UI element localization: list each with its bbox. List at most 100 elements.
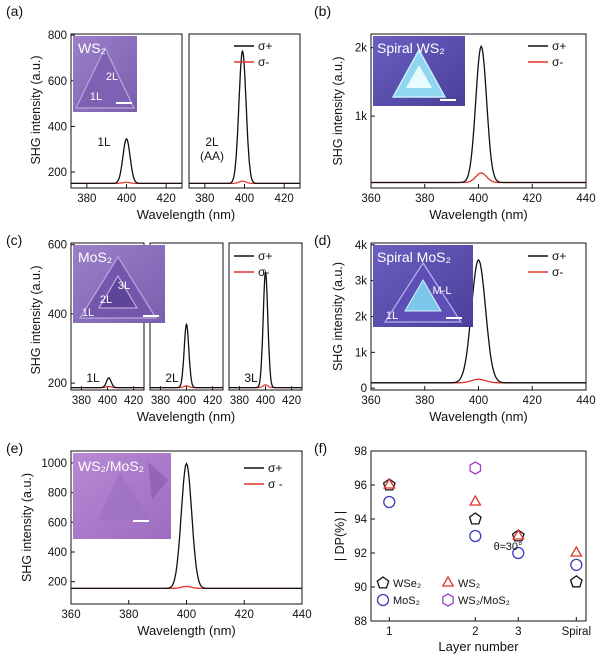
- heterostructure-flake: [98, 472, 150, 520]
- y-tick-label: 4k: [355, 240, 367, 252]
- legend-label: σ+: [258, 39, 272, 53]
- x-tick-label: 2: [472, 626, 478, 638]
- legend-label: WS₂: [458, 578, 480, 590]
- legend-label: MoS₂: [393, 595, 420, 607]
- legend-label: σ+: [552, 249, 566, 263]
- x-tick-label: 420: [523, 193, 542, 205]
- plot-frame: [188, 33, 301, 189]
- data-point-triangle: [569, 545, 583, 557]
- legend-marker: [376, 576, 390, 589]
- y-axis-label: SHG intensity (a.u.): [29, 55, 43, 164]
- x-tick-label: 380: [151, 395, 170, 407]
- inset-title: Spiral WS₂: [377, 40, 445, 56]
- x-tick-label: 380: [119, 609, 138, 621]
- panel-c: (c) SHG intensity (a.u.) 380 400 420 1L 380 400…: [6, 232, 303, 424]
- panel-label: (d): [314, 232, 331, 248]
- series-line-sigma-plus: [371, 44, 586, 184]
- panel-label: (e): [6, 440, 23, 456]
- data-point-triangle: [468, 494, 482, 506]
- series-line-sigma-plus: [229, 270, 302, 389]
- y-tick-label: 400: [48, 121, 67, 133]
- data-point-pentagon: [468, 512, 482, 525]
- y-tick-label: 1000: [41, 458, 67, 470]
- panel-label: (f): [314, 440, 327, 456]
- panel-b: (b) 360 380 400 420 440 1k 2k SHG intensity (a.u…: [314, 3, 596, 222]
- panel-label: (b): [314, 3, 331, 19]
- y-tick-label: 200: [48, 167, 67, 179]
- x-tick-label: 380: [195, 193, 214, 205]
- x-tick-label: 440: [576, 395, 595, 407]
- x-tick-label: 360: [361, 395, 380, 407]
- peak-label: 1L: [86, 371, 100, 385]
- x-tick-label: 400: [235, 193, 254, 205]
- y-tick-label: 3k: [355, 276, 367, 288]
- y-tick-label: 1k: [355, 111, 367, 123]
- inset-title: WS₂/MoS₂: [78, 458, 144, 474]
- x-tick-label: 400: [98, 395, 117, 407]
- x-axis-label: Wavelength (nm): [429, 409, 528, 424]
- x-tick-label: 440: [576, 193, 595, 205]
- legend-marker: [441, 575, 455, 587]
- x-tick-label: 1: [386, 626, 392, 638]
- data-point-hexagon: [469, 461, 482, 475]
- data-point-pentagon: [569, 575, 583, 588]
- legend-marker: [442, 593, 454, 607]
- y-tick-label: 92: [354, 548, 367, 560]
- inset-title: MoS₂: [78, 249, 112, 265]
- x-tick-label: 420: [523, 395, 542, 407]
- inset-label: 3L: [118, 280, 130, 292]
- data-point-pentagon: [511, 529, 525, 542]
- peak-label: (AA): [200, 149, 224, 163]
- crystal-center: [404, 279, 442, 312]
- x-tick-label: 420: [235, 609, 254, 621]
- series-line-sigma-plus: [71, 377, 144, 389]
- panel-label: (c): [6, 232, 22, 248]
- series-line-sigma-plus: [71, 462, 302, 590]
- y-tick-label: 200: [48, 577, 67, 589]
- y-tick-label: 600: [48, 517, 67, 529]
- inset-label: 1L: [386, 310, 398, 322]
- data-point-circle: [469, 529, 482, 543]
- legend-label: σ+: [258, 249, 272, 263]
- x-tick-label: 420: [203, 395, 222, 407]
- y-tick-label: 400: [48, 309, 67, 321]
- x-axis-label: Wavelength (nm): [137, 623, 236, 638]
- heterostructure-flake: [148, 462, 168, 500]
- x-tick-label: Spiral: [562, 626, 591, 638]
- series-line-sigma-plus: [150, 323, 223, 389]
- data-point-pentagon: [382, 478, 396, 491]
- inset-label: 1L: [82, 307, 94, 319]
- inset-label: 2L: [100, 294, 112, 306]
- x-tick-label: 420: [124, 395, 143, 407]
- y-tick-label: 2k: [355, 43, 367, 55]
- y-tick-label: 200: [48, 378, 67, 390]
- inset-label: 2L: [106, 71, 118, 83]
- peak-label: 1L: [97, 135, 111, 149]
- y-tick-label: 600: [48, 76, 67, 88]
- x-tick-label: 400: [256, 395, 275, 407]
- crystal-inner: [98, 275, 138, 309]
- legend-label: σ+: [268, 461, 282, 475]
- series-line-sigma-plus: [71, 138, 182, 185]
- legend-marker: [376, 593, 390, 607]
- y-tick-label: 94: [354, 514, 367, 526]
- y-axis-label: SHG intensity (a.u.): [29, 265, 43, 374]
- y-tick-label: 0: [361, 383, 367, 395]
- x-axis-label: Wavelength (nm): [429, 207, 528, 222]
- peak-label: 2L: [165, 371, 179, 385]
- x-tick-label: 360: [61, 609, 80, 621]
- y-axis-label: | DP(%) |: [333, 511, 347, 561]
- y-tick-label: 2k: [355, 312, 367, 324]
- x-tick-label: 380: [415, 193, 434, 205]
- data-point-triangle: [511, 528, 525, 540]
- x-tick-label: 400: [177, 395, 196, 407]
- y-axis-label: SHG intensity (a.u.): [331, 56, 345, 165]
- inset-title: Spiral MoS₂: [377, 249, 451, 265]
- x-tick-label: 400: [177, 609, 196, 621]
- y-tick-label: 600: [48, 240, 67, 252]
- legend-label: WSe₂: [393, 578, 421, 590]
- panel-d: (d) 360 380 400 420 440 0 1k 2k 3k 4k SHG intensity…: [314, 232, 596, 424]
- panel-label: (a): [6, 3, 23, 19]
- legend-label: σ+: [552, 39, 566, 53]
